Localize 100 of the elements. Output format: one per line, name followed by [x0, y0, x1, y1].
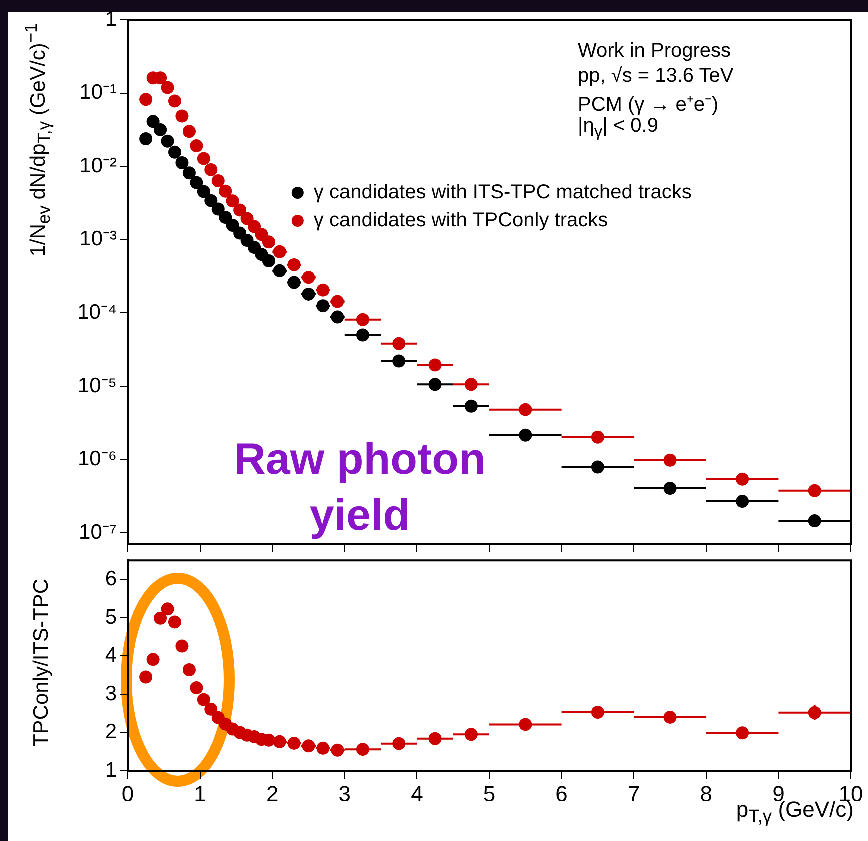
point	[182, 166, 196, 180]
point	[316, 300, 330, 313]
point	[262, 236, 276, 249]
y-tick-label: 10⁻⁶	[78, 448, 117, 471]
point	[161, 602, 174, 616]
x-tick-label: 7	[628, 781, 640, 806]
point	[161, 134, 174, 148]
point	[168, 146, 182, 159]
point	[226, 219, 240, 232]
point	[197, 693, 210, 706]
point	[197, 185, 210, 198]
point	[219, 211, 232, 224]
annotation: |η$_{γ}$| < 0.9	[578, 115, 658, 142]
point	[591, 460, 604, 474]
y-tick-label: 1	[105, 8, 117, 31]
point	[240, 212, 254, 226]
annotation: pp, √s = 13.6 TeV	[578, 65, 734, 88]
point	[428, 732, 442, 746]
point	[464, 728, 478, 742]
point	[519, 428, 532, 442]
point	[736, 472, 750, 486]
point	[331, 295, 344, 308]
y-tick-label: 3	[105, 682, 117, 706]
point	[161, 81, 174, 94]
point	[204, 194, 218, 208]
y-tick-label: 10⁻⁵	[78, 374, 117, 398]
point	[464, 378, 478, 392]
point	[302, 271, 316, 284]
legend-label: γ candidates with TPConly tracks	[314, 210, 608, 232]
point	[212, 202, 225, 216]
point	[176, 640, 189, 653]
point	[182, 664, 196, 677]
point	[664, 454, 677, 467]
y-tick-label: 10⁻⁷	[79, 520, 117, 544]
point	[664, 482, 677, 496]
point	[519, 718, 532, 732]
y-tick-label: 5	[105, 606, 117, 629]
point	[154, 123, 168, 136]
point	[197, 152, 210, 166]
point	[356, 743, 370, 756]
point	[176, 156, 189, 170]
point	[154, 612, 168, 625]
point	[226, 194, 240, 208]
point	[808, 484, 822, 498]
y-tick-label: 4	[105, 644, 118, 668]
point	[288, 258, 301, 272]
annotation: Raw photon yield	[233, 434, 487, 542]
point	[176, 110, 189, 123]
point	[356, 328, 370, 342]
point	[591, 706, 604, 719]
point	[140, 93, 153, 106]
y-tick-label: 10⁻¹	[80, 81, 117, 104]
legend-label: γ candidates with ITS-TPC matched tracks	[314, 182, 692, 204]
point	[519, 403, 532, 416]
annotation: PCM (γ → e⁺e⁻)	[578, 93, 719, 117]
point	[219, 184, 232, 198]
y-tick-label: 1	[105, 758, 117, 782]
point	[428, 378, 442, 392]
annotation: Work in Progress	[578, 40, 732, 63]
point	[234, 204, 247, 217]
point	[190, 681, 204, 694]
point	[190, 139, 204, 152]
point	[168, 616, 182, 629]
point	[302, 288, 316, 301]
point	[204, 163, 218, 176]
point	[392, 737, 406, 750]
point	[182, 125, 196, 138]
point	[204, 702, 218, 716]
point	[392, 337, 406, 350]
point	[255, 228, 268, 242]
point	[288, 276, 301, 290]
point	[146, 115, 160, 128]
point	[331, 310, 344, 324]
point	[146, 653, 160, 666]
y-tick-label: 10⁻⁴	[78, 300, 117, 324]
point	[356, 313, 370, 326]
point	[248, 220, 262, 234]
point	[212, 174, 225, 188]
y-tick-label: 10⁻²	[80, 154, 117, 178]
point	[273, 264, 286, 278]
point	[664, 710, 677, 724]
point	[262, 254, 276, 268]
point	[140, 670, 153, 684]
point	[392, 354, 406, 368]
point	[736, 495, 750, 508]
point	[316, 284, 330, 297]
point	[591, 430, 604, 444]
point	[808, 514, 822, 528]
y-tick-label: 6	[105, 568, 117, 591]
point	[808, 706, 822, 720]
point	[736, 726, 750, 740]
x-tick-label: 4	[411, 781, 424, 806]
y-tick-label: 2	[105, 720, 117, 744]
point	[428, 358, 442, 372]
y-axis-title: TPConly/ITS-TPC	[30, 578, 54, 748]
y-tick-label: 10⁻³	[80, 228, 117, 251]
point	[190, 176, 204, 190]
point	[273, 245, 286, 258]
point	[464, 400, 478, 413]
point	[168, 94, 182, 108]
